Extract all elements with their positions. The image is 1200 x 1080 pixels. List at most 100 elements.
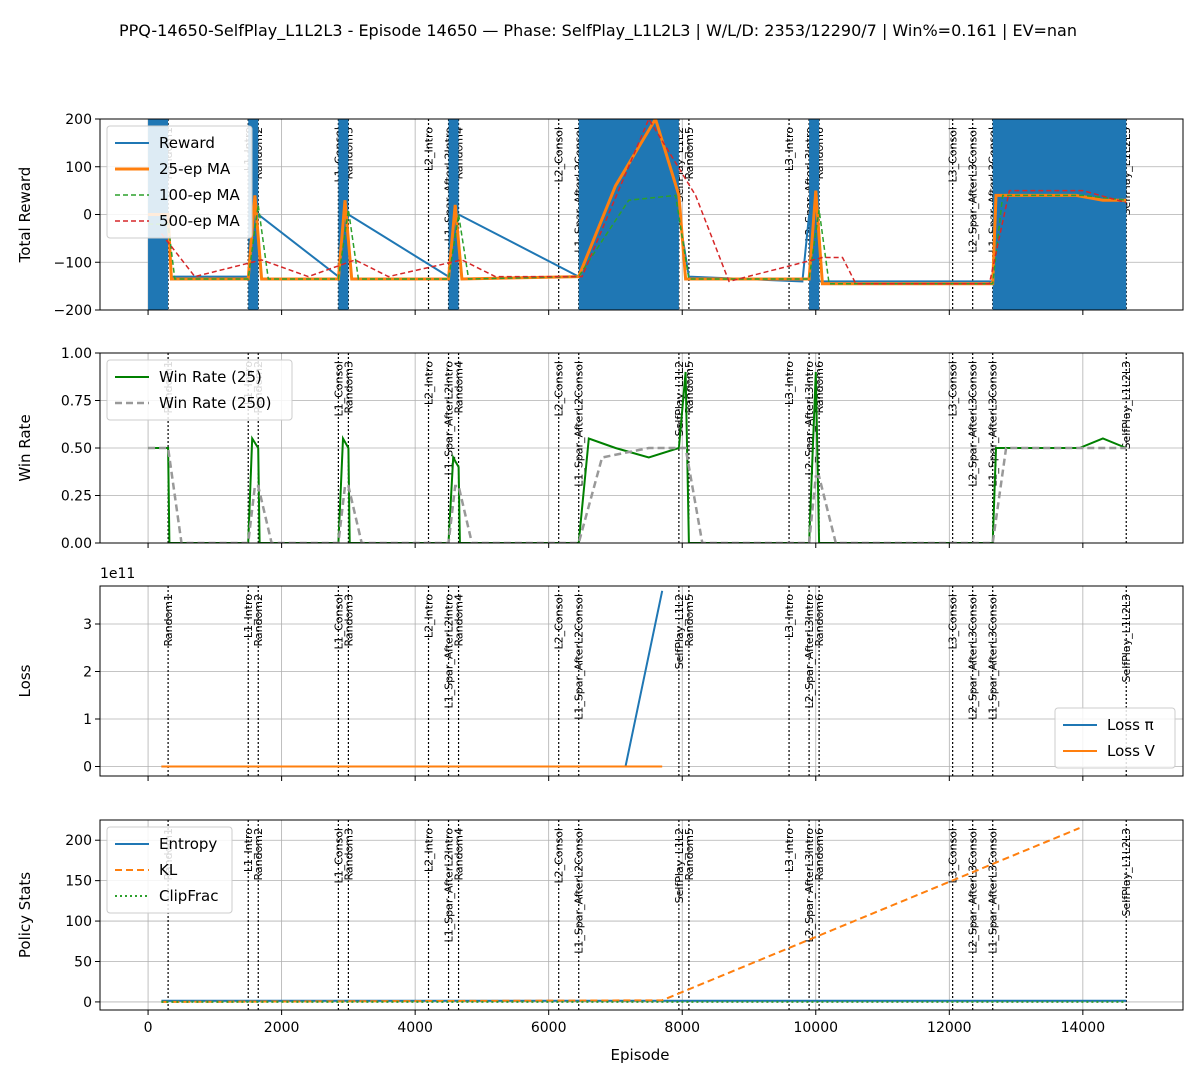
x-axis-label: Episode — [611, 1046, 670, 1064]
phase-label: L3_Intro — [783, 361, 796, 405]
y-tick-label: 0.25 — [61, 489, 92, 505]
phase-label: SelfPlay_L1L2 — [673, 361, 686, 436]
phase-label: L2_Spar_AfterL3Consol — [967, 828, 980, 954]
phase-label: L3_Consol — [947, 127, 960, 183]
legend-label: Win Rate (250) — [159, 394, 271, 412]
phase-label: L3_Consol — [947, 361, 960, 417]
phase-label: L1_Spar_AfterL3Consol — [987, 594, 1000, 720]
y-tick-label: −100 — [54, 255, 92, 271]
y-tick-label: 150 — [65, 874, 92, 890]
phase-label: Random5 — [683, 127, 696, 180]
phase-label: L1_Consol — [332, 828, 345, 884]
phase-label: Random3 — [342, 361, 355, 414]
x-tick-label: 10000 — [793, 1020, 838, 1036]
y-axis-label: Policy Stats — [16, 872, 34, 958]
legend-label: Loss π — [1107, 716, 1154, 734]
y-axis-label: Win Rate — [16, 414, 34, 481]
y-tick-label: 0.75 — [61, 394, 92, 410]
legend-label: ClipFrac — [159, 887, 218, 905]
phase-label: L2_Consol — [553, 127, 566, 183]
y-tick-label: 200 — [65, 112, 92, 128]
y-tick-label: 100 — [65, 914, 92, 930]
y-tick-label: −200 — [54, 303, 92, 319]
y-tick-label: 0 — [83, 208, 92, 224]
legend-label: 25-ep MA — [159, 160, 231, 178]
x-tick-label: 2000 — [264, 1020, 300, 1036]
phase-label: L1_Consol — [332, 594, 345, 650]
axes-frame — [99, 118, 1184, 311]
legend-label: Reward — [159, 134, 215, 152]
legend-label: 100-ep MA — [159, 186, 241, 204]
y-tick-label: 1.00 — [61, 346, 92, 362]
series-line-kl — [161, 827, 1080, 1003]
axes-frame — [99, 819, 1184, 1011]
phase-label: L1_Spar_AfterL2Consol — [573, 828, 586, 954]
phase-label: L2_Consol — [553, 828, 566, 884]
phase-label: L2_Intro — [423, 594, 436, 638]
series-line-500-ep-ma — [160, 119, 1127, 285]
phase-label: L1_Spar_AfterL3Consol — [987, 361, 1000, 487]
y-axis-label: Loss — [16, 664, 34, 697]
legend: Entropy KL ClipFrac — [106, 826, 233, 914]
phase-label: SelfPlay_L1L2 — [673, 828, 686, 903]
phase-label: Random2 — [252, 828, 265, 881]
y-tick-label: 0.50 — [61, 441, 92, 457]
y-tick-label: 200 — [65, 833, 92, 849]
phase-label: Random4 — [453, 594, 466, 647]
series-line-loss- — [161, 590, 664, 768]
x-tick-label: 4000 — [397, 1020, 433, 1036]
phase-label: L1_Consol — [332, 361, 345, 417]
phase-label: L2_Consol — [553, 361, 566, 417]
phase-label: L2_Spar_AfterL3Consol — [967, 594, 980, 720]
axes-frame — [99, 585, 1184, 777]
phase-label: L2_Spar_AfterL3Intro — [803, 594, 816, 709]
panel-4: 200150100500Random1L1_IntroRandom2L1_Con… — [16, 819, 1184, 1036]
legend: Loss π Loss V — [1054, 707, 1176, 769]
phase-label: L2_Spar_AfterL3Consol — [967, 361, 980, 487]
series-line-win-rate-25- — [148, 371, 1127, 543]
legend-box — [106, 359, 293, 421]
legend-label: Entropy — [159, 835, 217, 853]
phase-label: L1_Intro — [242, 828, 255, 872]
x-tick-label: 12000 — [927, 1020, 972, 1036]
phase-label: L3_Consol — [947, 828, 960, 884]
legend-label: Win Rate (25) — [159, 368, 262, 386]
phase-label: Random1 — [162, 594, 175, 647]
figure-title: PPQ-14650-SelfPlay_L1L2L3 - Episode 1465… — [119, 21, 1077, 41]
phase-label: L1_Spar_AfterL3Consol — [987, 828, 1000, 954]
x-tick-label: 8000 — [664, 1020, 700, 1036]
phase-label: Random6 — [813, 594, 826, 647]
phase-label: SelfPlay_L1L2L3 — [1120, 828, 1133, 917]
y-tick-label: 1 — [83, 712, 92, 728]
phase-label: Random4 — [453, 361, 466, 414]
phase-label: SelfPlay_L1L2 — [673, 594, 686, 669]
series-group — [161, 827, 1127, 1003]
series-group — [161, 590, 664, 768]
phase-label: Random3 — [342, 594, 355, 647]
phase-label: L2_Spar_AfterL3Consol — [967, 127, 980, 253]
reward-band — [992, 119, 1127, 310]
y-tick-label: 0.00 — [61, 536, 92, 552]
legend: Reward 25-ep MA 100-ep MA 500-ep MA — [106, 125, 253, 239]
phase-label: L1_Intro — [242, 594, 255, 638]
reward-band — [578, 119, 679, 310]
panel-2: 1.000.750.500.250.00Random1L1_IntroRando… — [16, 346, 1184, 552]
phase-label: L2_Intro — [423, 361, 436, 405]
phase-label: L2_Consol — [553, 594, 566, 650]
legend-label: Loss V — [1107, 742, 1156, 760]
phase-label: L2_Spar_AfterL3Intro — [803, 828, 816, 943]
y-tick-label: 3 — [83, 617, 92, 633]
legend-box — [106, 125, 253, 239]
phase-label: Random3 — [342, 828, 355, 881]
phase-label: SelfPlay_L1L2L3 — [1120, 361, 1133, 450]
y-scale-note: 1e11 — [100, 566, 135, 582]
panel-1: 2001000−100−200Random1L1_IntroRandom2L1_… — [16, 112, 1184, 319]
y-tick-label: 2 — [83, 665, 92, 681]
phase-label: Random4 — [453, 828, 466, 881]
legend-box — [1054, 707, 1176, 769]
y-tick-label: 50 — [74, 954, 92, 970]
phase-label: L1_Spar_AfterL2Consol — [573, 594, 586, 720]
phase-label: Random5 — [683, 828, 696, 881]
phase-label: L1_Spar_AfterL2Intro — [443, 594, 456, 709]
